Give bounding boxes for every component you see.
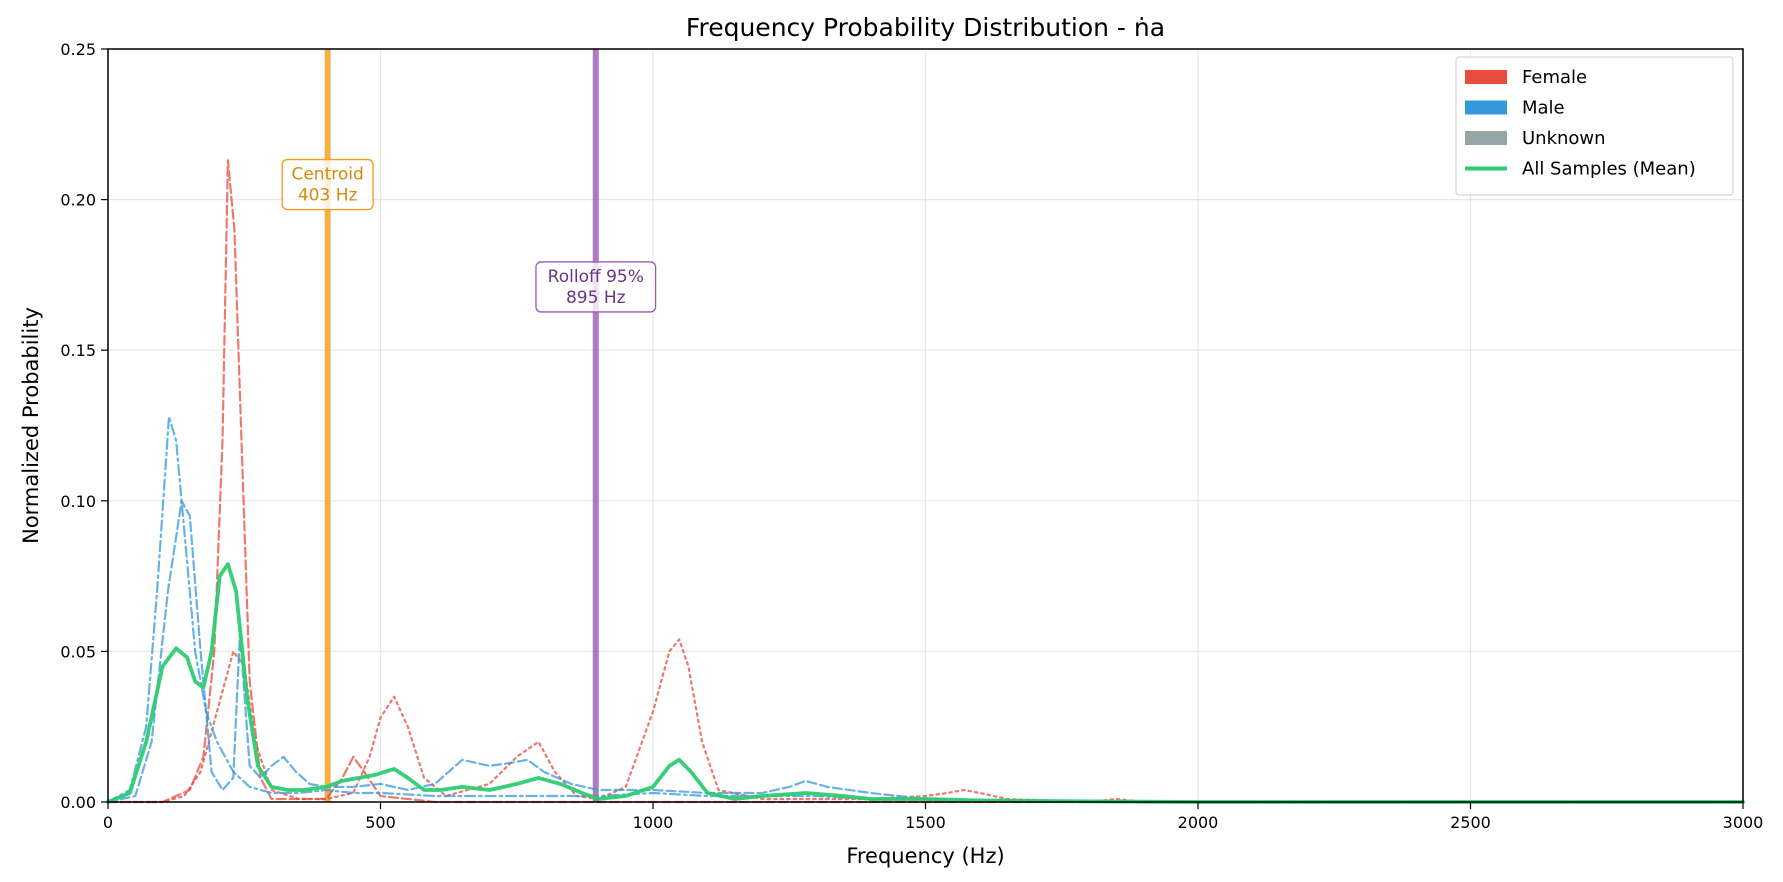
x-tick-label: 1500 [905, 813, 946, 832]
chart-title: Frequency Probability Distribution - ṅa [686, 13, 1165, 42]
series-lines [106, 159, 1745, 804]
x-tick-label: 2000 [1178, 813, 1219, 832]
vline-label-box [281, 158, 374, 211]
legend-label: Male [1522, 98, 1565, 119]
x-tick-label: 500 [365, 813, 396, 832]
y-tick-label: 0.20 [60, 191, 96, 210]
vline-label-text: 403 Hz [298, 186, 358, 206]
x-tick-label: 3000 [1723, 813, 1764, 832]
legend-swatch [1465, 70, 1507, 84]
y-tick-label: 0.10 [60, 492, 96, 511]
x-tick-label: 1000 [633, 813, 674, 832]
vline-label-text: 895 Hz [566, 288, 626, 308]
y-tick-label: 0.25 [60, 40, 96, 59]
x-tick-label: 0 [103, 813, 113, 832]
axis-ticks: 0 500 1000 1500 2000 2500 3000 0.00 0.05 0.10 0.15… [60, 40, 1763, 832]
legend-label: All Samples (Mean) [1522, 159, 1696, 180]
legend-box [1455, 56, 1734, 196]
vline-label-text: Centroid [291, 165, 363, 185]
x-axis-label: Frequency (Hz) [846, 844, 1004, 868]
legend-swatch [1465, 131, 1507, 145]
legend-label: Female [1522, 67, 1587, 88]
series-line-male-3 [106, 499, 1745, 804]
y-tick-label: 0.15 [60, 341, 96, 360]
legend-label: Unknown [1522, 128, 1606, 149]
y-axis-label: Normalized Probability [19, 307, 43, 544]
y-tick-label: 0.00 [60, 793, 96, 812]
legend: Female Male Unknown All Samples (Mean) [1455, 56, 1734, 196]
legend-swatch [1465, 100, 1507, 115]
vline-label-box [535, 261, 657, 313]
y-tick-label: 0.05 [60, 642, 96, 661]
vline-label-text: Rolloff 95% [548, 267, 644, 287]
series-line-all-samples-mean--4 [106, 562, 1745, 804]
x-tick-label: 2500 [1450, 813, 1491, 832]
